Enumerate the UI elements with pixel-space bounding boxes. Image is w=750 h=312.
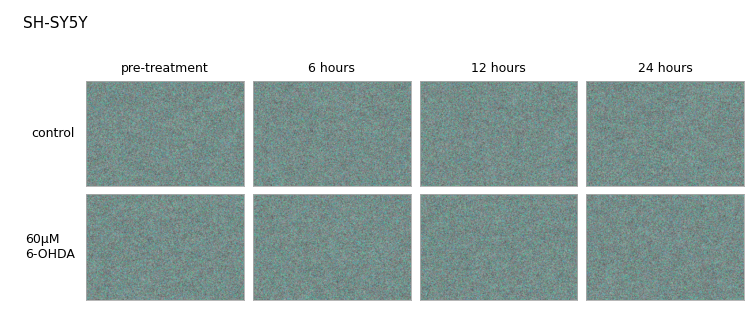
Text: 60μM
6-OHDA: 60μM 6-OHDA — [26, 233, 75, 261]
Text: 24 hours: 24 hours — [638, 62, 692, 75]
Text: 6 hours: 6 hours — [308, 62, 356, 75]
Text: pre-treatment: pre-treatment — [122, 62, 209, 75]
Text: control: control — [32, 127, 75, 140]
Text: SH-SY5Y: SH-SY5Y — [22, 16, 87, 31]
Text: 12 hours: 12 hours — [471, 62, 526, 75]
